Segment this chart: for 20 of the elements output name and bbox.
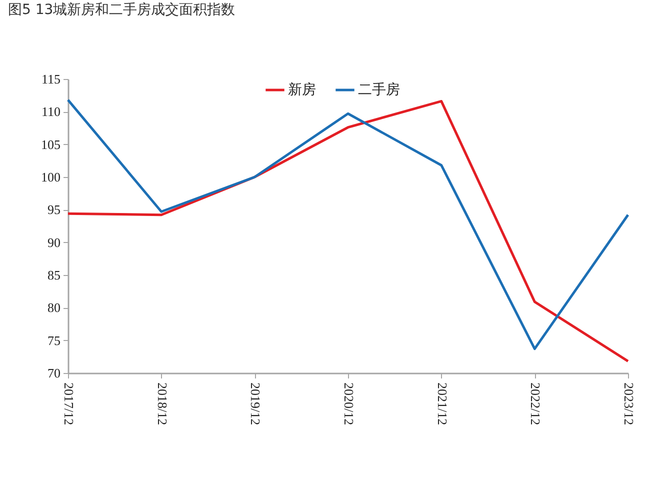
y-tick-label: 90	[48, 234, 60, 250]
y-tick-label: 100	[41, 170, 60, 184]
x-tick-label: 2018/12	[154, 382, 170, 426]
y-tick-label: 115	[41, 72, 60, 86]
x-tick-label: 2022/12	[528, 382, 544, 426]
x-tick-label: 2019/12	[248, 382, 264, 426]
x-tick-label: 2020/12	[342, 382, 356, 426]
y-tick-label: 110	[41, 104, 60, 120]
y-tick-label: 95	[48, 202, 60, 218]
y-tick-label: 75	[48, 332, 60, 348]
legend-label: 新房	[288, 82, 316, 98]
y-tick-label: 105	[41, 136, 60, 152]
legend-label: 二手房	[358, 82, 400, 98]
x-tick-label: 2021/12	[434, 382, 450, 426]
y-tick-label: 70	[48, 366, 60, 380]
chart-title: 图5 13城新房和二手房成交面积指数	[8, 2, 236, 18]
y-tick-label: 80	[48, 300, 60, 316]
x-tick-label: 2023/12	[622, 382, 636, 426]
x-tick-label: 2017/12	[62, 382, 76, 426]
y-tick-label: 85	[48, 268, 60, 282]
